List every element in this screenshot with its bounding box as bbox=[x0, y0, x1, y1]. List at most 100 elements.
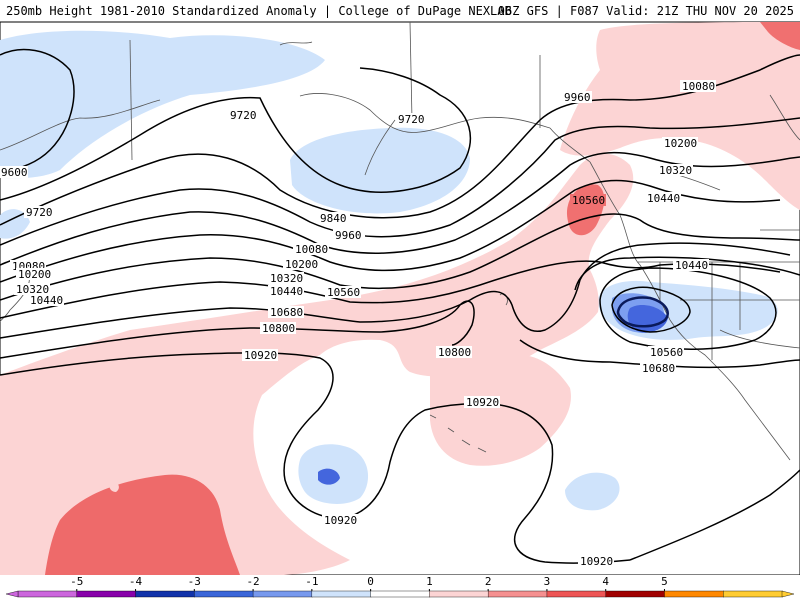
contour-line bbox=[0, 242, 791, 339]
colorbar-swatch bbox=[17, 590, 78, 598]
contour-label: 10320 bbox=[16, 283, 49, 296]
contour-label: 10440 bbox=[647, 192, 680, 205]
anomaly-area bbox=[290, 127, 470, 214]
contour-line bbox=[0, 179, 781, 283]
contour-label: 10800 bbox=[438, 346, 471, 359]
contour-line bbox=[574, 256, 800, 291]
contour-label: 10080 bbox=[295, 243, 328, 256]
label-halo bbox=[673, 259, 709, 271]
label-halo bbox=[268, 285, 304, 297]
colorbar-swatch bbox=[194, 590, 254, 598]
label-halo bbox=[318, 212, 350, 224]
label-halo bbox=[578, 555, 614, 567]
colorbar-tick-label: 5 bbox=[661, 575, 668, 588]
label-halo bbox=[680, 80, 716, 92]
contour-label: 10680 bbox=[642, 362, 675, 375]
colorbar-swatch bbox=[664, 590, 724, 598]
anomaly-area bbox=[0, 209, 30, 239]
label-halo bbox=[325, 286, 361, 298]
coastline bbox=[0, 99, 161, 151]
colorbar-ticks: -5 -4 -3 -2 -1 0 1 2 3 4 5 bbox=[70, 575, 668, 591]
anomaly-area bbox=[760, 22, 800, 50]
contour-label: 10320 bbox=[270, 272, 303, 285]
contour-label: 10920 bbox=[466, 396, 499, 409]
label-halo bbox=[570, 194, 606, 206]
contour-label: 10800 bbox=[262, 322, 295, 335]
contour-line bbox=[0, 300, 475, 359]
label-halo bbox=[640, 362, 676, 374]
contour-label: 10200 bbox=[18, 268, 51, 281]
colorbar-arrow-left bbox=[5, 590, 19, 598]
contour-line bbox=[0, 151, 800, 266]
label-halo bbox=[662, 137, 698, 149]
colorbar-tick-label: 2 bbox=[485, 575, 492, 588]
contour-label: 10440 bbox=[270, 285, 303, 298]
contour-line bbox=[616, 296, 669, 328]
label-halo bbox=[645, 192, 681, 204]
colorbar-swatch bbox=[76, 590, 137, 598]
contour-label: 10920 bbox=[580, 555, 613, 568]
contour-label: 10200 bbox=[285, 258, 318, 271]
geography-lines bbox=[0, 21, 800, 461]
contour-line bbox=[0, 67, 471, 201]
contour-label: 9720 bbox=[230, 109, 257, 122]
colorbar-swatch bbox=[252, 590, 313, 598]
contour-label: 10080 bbox=[682, 80, 715, 93]
negative-anomaly-shading bbox=[0, 30, 778, 511]
label-halo bbox=[436, 346, 472, 358]
contour-label: 10560 bbox=[572, 194, 605, 207]
header-bar: 250mb Height 1981-2010 Standardized Anom… bbox=[0, 0, 800, 22]
map-title: 250mb Height 1981-2010 Standardized Anom… bbox=[6, 4, 512, 18]
coastline bbox=[549, 127, 791, 461]
contour-label: 9720 bbox=[26, 206, 53, 219]
contour-line bbox=[629, 469, 800, 561]
label-halo bbox=[14, 283, 50, 295]
colorbar-tick-label: 0 bbox=[367, 575, 374, 588]
label-halo bbox=[464, 396, 500, 408]
label-halo bbox=[648, 346, 684, 358]
colorbar-swatch bbox=[605, 590, 666, 598]
label-halo bbox=[322, 514, 358, 526]
contour-label: 10680 bbox=[270, 306, 303, 319]
colorbar-swatches bbox=[5, 590, 795, 598]
colorbar-tick-label: -5 bbox=[70, 575, 83, 588]
anomaly-area bbox=[600, 92, 700, 120]
contour-line bbox=[611, 286, 691, 333]
label-halo bbox=[16, 268, 52, 280]
contour-line bbox=[599, 267, 777, 350]
label-halo bbox=[283, 258, 319, 270]
colorbar-tick-label: -3 bbox=[188, 575, 201, 588]
label-halo bbox=[242, 349, 278, 361]
contour-label: 10200 bbox=[664, 137, 697, 150]
anomaly-area bbox=[45, 474, 240, 575]
anomaly-area bbox=[109, 481, 119, 492]
label-halo bbox=[562, 91, 592, 103]
contour-label: 10440 bbox=[30, 294, 63, 307]
colorbar-arrow-right bbox=[781, 590, 795, 598]
colorbar-swatch bbox=[429, 590, 489, 598]
anomaly-area bbox=[318, 468, 340, 485]
contour-label: 9600 bbox=[1, 166, 28, 179]
label-halo bbox=[268, 272, 304, 284]
colorbar-tick-label: -2 bbox=[246, 575, 259, 588]
contour-label: 9840 bbox=[320, 212, 347, 225]
label-halo bbox=[293, 243, 329, 255]
colorbar-swatch bbox=[546, 590, 607, 598]
run-info: 06Z GFS | F087 Valid: 21Z THU NOV 20 202… bbox=[497, 4, 794, 18]
label-halo bbox=[24, 206, 54, 218]
colorbar-swatch bbox=[135, 590, 196, 598]
colorbar-swatch bbox=[311, 590, 372, 598]
label-halo bbox=[396, 113, 426, 125]
contour-label: 10320 bbox=[659, 164, 692, 177]
anomaly-area bbox=[565, 472, 620, 511]
contour-line bbox=[0, 260, 781, 319]
colorbar-swatch bbox=[723, 590, 783, 598]
colorbar-tick-label: -4 bbox=[129, 575, 143, 588]
contour-label: 10560 bbox=[327, 286, 360, 299]
colorbar-tick-label: 4 bbox=[602, 575, 609, 588]
island-outline bbox=[429, 414, 487, 453]
contour-line bbox=[0, 117, 800, 246]
contour-label: 10560 bbox=[650, 346, 683, 359]
